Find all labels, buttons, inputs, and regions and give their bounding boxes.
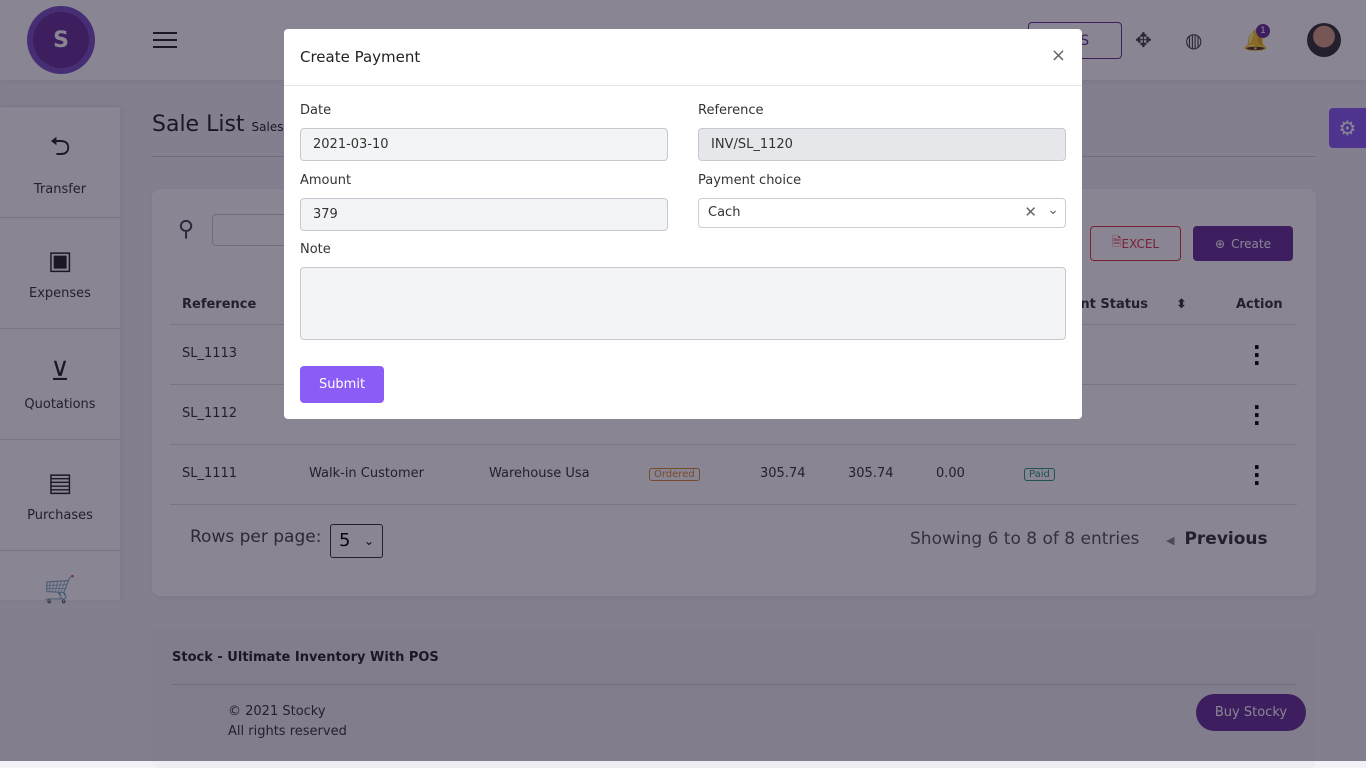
reference-field: INV/SL_1120 [698,128,1066,161]
amount-field[interactable]: 379 [300,198,668,231]
chevron-down-icon[interactable]: ⌄ [1047,202,1059,218]
modal-title: Create Payment [300,48,421,66]
note-textarea[interactable] [300,267,1066,340]
payment-choice-select[interactable]: Cach ✕ ⌄ [698,198,1066,228]
submit-button[interactable]: Submit [300,366,384,403]
close-icon[interactable]: × [1050,45,1066,66]
date-field[interactable]: 2021-03-10 [300,128,668,161]
clear-icon[interactable]: ✕ [1024,203,1037,221]
create-payment-modal: Create Payment × Date 2021-03-10 Referenc… [284,29,1082,419]
